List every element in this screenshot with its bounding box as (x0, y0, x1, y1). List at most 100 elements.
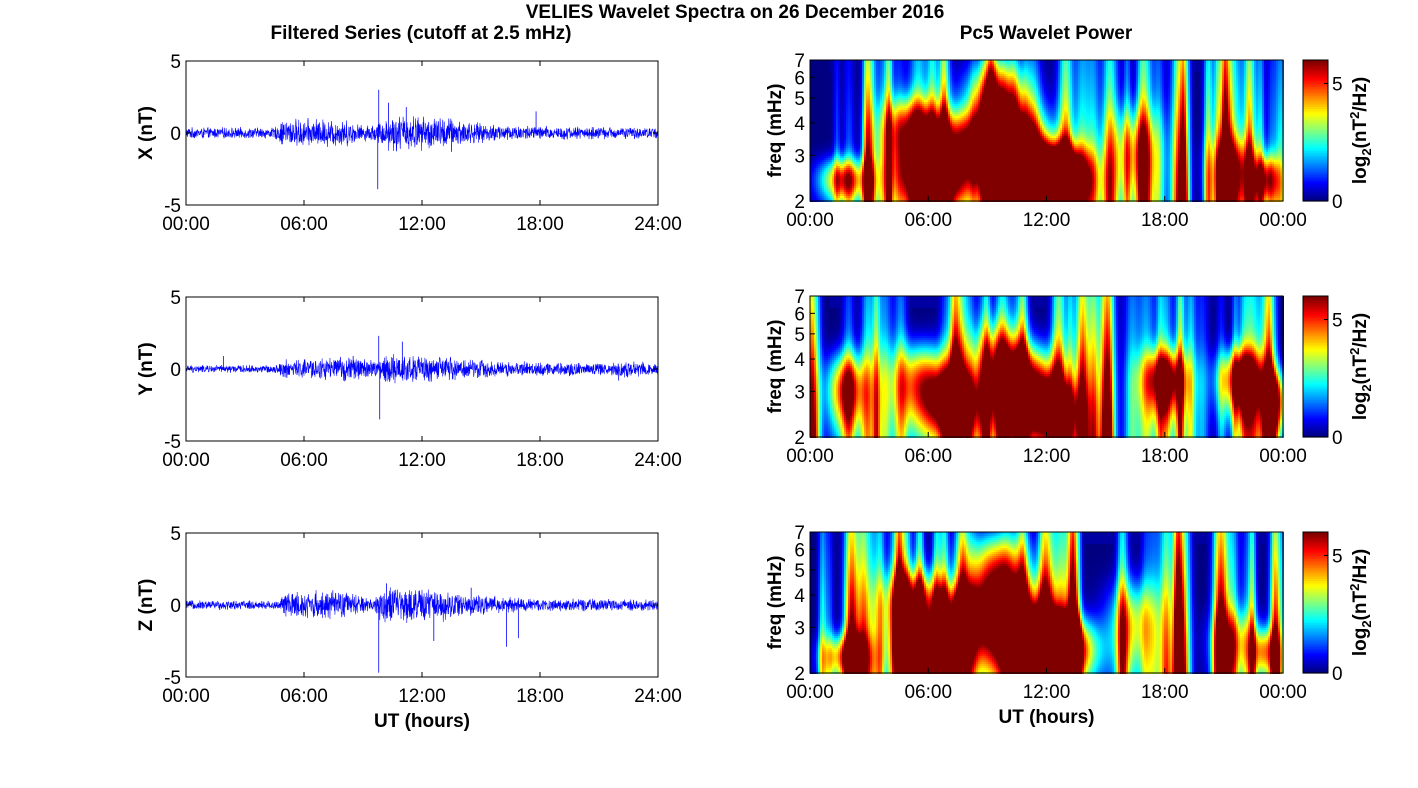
colorbar-step (1303, 198, 1328, 202)
heatmap-cells (876, 338, 1256, 430)
colorbar-step (1303, 655, 1328, 659)
colorbar-step (1303, 388, 1328, 392)
x-tick-label: 06:00 (904, 446, 952, 467)
colorbar-step (1303, 121, 1328, 125)
colorbar-step (1303, 370, 1328, 374)
colorbar-step (1303, 423, 1328, 427)
colorbar-step (1303, 434, 1328, 438)
colorbar-step (1303, 670, 1328, 674)
colorbar-step (1303, 637, 1328, 641)
colorbar-step (1303, 296, 1328, 299)
x-tick-label: 00:00 (162, 214, 210, 235)
colorbar-tick-label: 0 (1332, 664, 1343, 685)
heatmap-cells (1074, 584, 1076, 586)
heatmap-cells (826, 548, 1276, 656)
y-tick-label: 6 (794, 540, 805, 561)
colorbar-step (1303, 543, 1328, 546)
x-tick-label: 12:00 (398, 214, 446, 235)
heatmap-cells (846, 540, 1276, 628)
colorbar-step (1303, 580, 1328, 584)
colorbar-step (1303, 650, 1328, 654)
colorbar-step (1303, 318, 1328, 321)
y-tick-label: -5 (164, 432, 181, 453)
x-tick-label: 24:00 (634, 686, 682, 707)
x-tick-label: 12:00 (398, 686, 446, 707)
heatmap-cells (810, 128, 830, 140)
colorbar-step (1303, 320, 1328, 324)
colorbar-step (1303, 337, 1328, 341)
heatmap-cells (880, 308, 1268, 436)
colorbar-step (1303, 353, 1328, 357)
colorbar-step (1303, 591, 1328, 595)
colorbar-step (1303, 117, 1328, 121)
colorbar-step (1303, 598, 1328, 601)
y-tick-label: 7 (794, 523, 805, 544)
left-column-title: Filtered Series (cutoff at 2.5 mHz) (271, 23, 572, 44)
heatmap-cells (820, 532, 1284, 656)
colorbar-step (1303, 335, 1328, 339)
x-tick-label: 00:00 (1259, 682, 1307, 703)
colorbar-step (1303, 545, 1328, 549)
colorbar-step (1303, 187, 1328, 191)
colorbar-step (1303, 351, 1328, 354)
y-tick-label: 5 (794, 89, 805, 110)
colorbar-box (1302, 531, 1329, 674)
colorbar-step (1303, 313, 1328, 317)
y-axis-label: Y (nT) (136, 342, 157, 395)
colorbar-step (1303, 379, 1328, 383)
colorbar-step (1303, 165, 1328, 169)
heatmap-cells (864, 296, 1244, 434)
colorbar-step (1303, 628, 1328, 632)
trace-line (186, 354, 658, 384)
colorbar-step (1303, 631, 1328, 634)
colorbar-step (1303, 101, 1328, 105)
colorbar-step (1303, 315, 1328, 319)
heatmap-cells (910, 534, 1284, 642)
x-tick-label: 18:00 (516, 686, 564, 707)
line-panel: -5 0 5 00:00 06:00 12:00 18:00 24:00 X (nT) (136, 52, 682, 235)
colorbar-step (1303, 150, 1328, 154)
colorbar-step (1303, 366, 1328, 370)
colorbar-step (1303, 547, 1328, 551)
colorbar-step (1303, 123, 1328, 127)
x-tick-label: 12:00 (1023, 446, 1071, 467)
heatmap-cells (898, 296, 1282, 428)
line-panel: -5 0 5 00:00 06:00 12:00 18:00 24:00 Z (nT) UT (h… (136, 524, 682, 732)
colorbar-step (1303, 99, 1328, 103)
colorbar-step (1303, 359, 1328, 363)
colorbar-step (1303, 77, 1328, 81)
colorbar-step (1303, 403, 1328, 407)
colorbar-step (1303, 108, 1328, 112)
colorbar-step (1303, 584, 1328, 588)
colorbar-step (1303, 104, 1328, 107)
colorbar-step (1303, 132, 1328, 136)
colorbar-step (1303, 145, 1328, 149)
x-axis-label: UT (hours) (374, 711, 470, 732)
heatmap-cells (894, 536, 1282, 672)
colorbar-step (1303, 176, 1328, 180)
colorbar-step (1303, 410, 1328, 414)
colorbar-step (1303, 163, 1328, 167)
colorbar-step (1303, 326, 1328, 330)
heatmap-cells (824, 296, 1240, 372)
heatmap-cells (832, 308, 834, 314)
heatmap-cells (822, 296, 1124, 348)
heatmap-cells (882, 296, 1218, 390)
colorbar-step (1303, 578, 1328, 582)
colorbar-step (1303, 154, 1328, 158)
heatmap-cells (822, 532, 1284, 650)
colorbar-step (1303, 417, 1328, 420)
colorbar-step (1303, 576, 1328, 579)
heatmap-cells (874, 360, 1278, 432)
heatmap-cells (882, 62, 1282, 198)
colorbar-step (1303, 373, 1328, 376)
colorbar-step (1303, 421, 1328, 425)
colorbar-step (1303, 615, 1328, 619)
colorbar-step (1303, 148, 1328, 151)
x-tick-label: 24:00 (634, 450, 682, 471)
colorbar-step (1303, 189, 1328, 193)
colorbar-step (1303, 600, 1328, 604)
line-panel: -5 0 5 00:00 06:00 12:00 18:00 24:00 Y (nT) (136, 288, 682, 471)
colorbar-step (1303, 88, 1328, 92)
